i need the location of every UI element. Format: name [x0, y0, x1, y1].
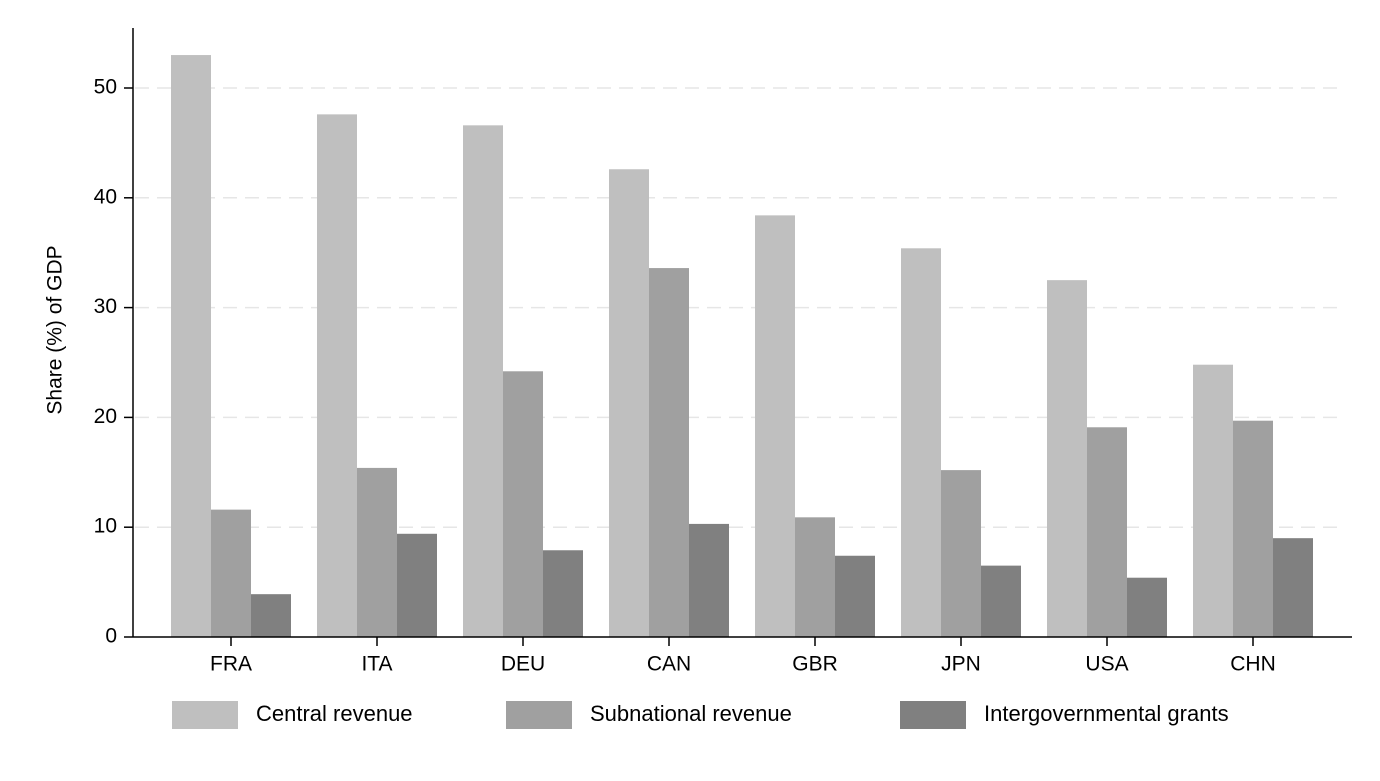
x-tick-label: ITA: [361, 653, 392, 676]
bar-fra-series-2: [251, 594, 291, 637]
x-tick-label: CAN: [647, 653, 691, 676]
x-tick-label: DEU: [501, 653, 545, 676]
bar-usa-series-0: [1047, 280, 1087, 637]
y-tick-label: 50: [94, 76, 117, 99]
legend-label: Subnational revenue: [590, 701, 792, 726]
bar-chn-series-0: [1193, 364, 1233, 637]
bar-ita-series-1: [357, 467, 397, 637]
bar-usa-series-1: [1087, 427, 1127, 637]
bar-deu-series-1: [503, 371, 543, 637]
y-tick-label: 0: [105, 625, 117, 648]
x-tick-label: FRA: [210, 653, 252, 676]
y-tick-label: 40: [94, 185, 117, 208]
gridlines: [135, 87, 1342, 528]
legend-swatch: [506, 701, 572, 729]
bar-ita-series-0: [317, 114, 357, 638]
bar-ita-series-2: [397, 533, 437, 637]
bar-jpn-series-0: [901, 248, 941, 638]
y-ticks: 0 10 20 30 40 50: [94, 76, 133, 648]
x-tick-label: GBR: [792, 653, 838, 676]
bar-fra-series-0: [171, 55, 211, 638]
x-tick-label: USA: [1085, 653, 1128, 676]
bar-chn-series-2: [1273, 538, 1313, 637]
bar-gbr-series-2: [835, 555, 875, 637]
bar-can-series-2: [689, 523, 729, 637]
x-tick-label: CHN: [1230, 653, 1276, 676]
bar-jpn-series-2: [981, 565, 1021, 637]
bar-fra-series-1: [211, 509, 251, 637]
y-tick-label: 10: [94, 515, 117, 538]
bar-usa-series-2: [1127, 577, 1167, 637]
bar-deu-series-0: [463, 125, 503, 637]
x-tick-label: JPN: [941, 653, 981, 676]
y-tick-label: 20: [94, 405, 117, 428]
legend-label: Central revenue: [256, 701, 413, 726]
bar-chn-series-1: [1233, 420, 1273, 637]
bar-gbr-series-0: [755, 215, 795, 638]
legend: Central revenue Subnational revenue Interg…: [172, 701, 1229, 729]
bar-can-series-1: [649, 268, 689, 637]
legend-swatch: [172, 701, 238, 729]
bar-can-series-0: [609, 169, 649, 637]
bars: [171, 55, 1313, 638]
bar-deu-series-2: [543, 550, 583, 637]
y-tick-label: 30: [94, 295, 117, 318]
y-axis-title: Share (%) of GDP: [44, 245, 67, 414]
legend-label: Intergovernmental grants: [984, 701, 1229, 726]
axes: [132, 28, 1352, 638]
bar-jpn-series-1: [941, 470, 981, 637]
legend-swatch: [900, 701, 966, 729]
bar-gbr-series-1: [795, 517, 835, 637]
x-ticks: FRA ITA DEU CAN GBR JPN USA CHN: [210, 637, 1276, 676]
